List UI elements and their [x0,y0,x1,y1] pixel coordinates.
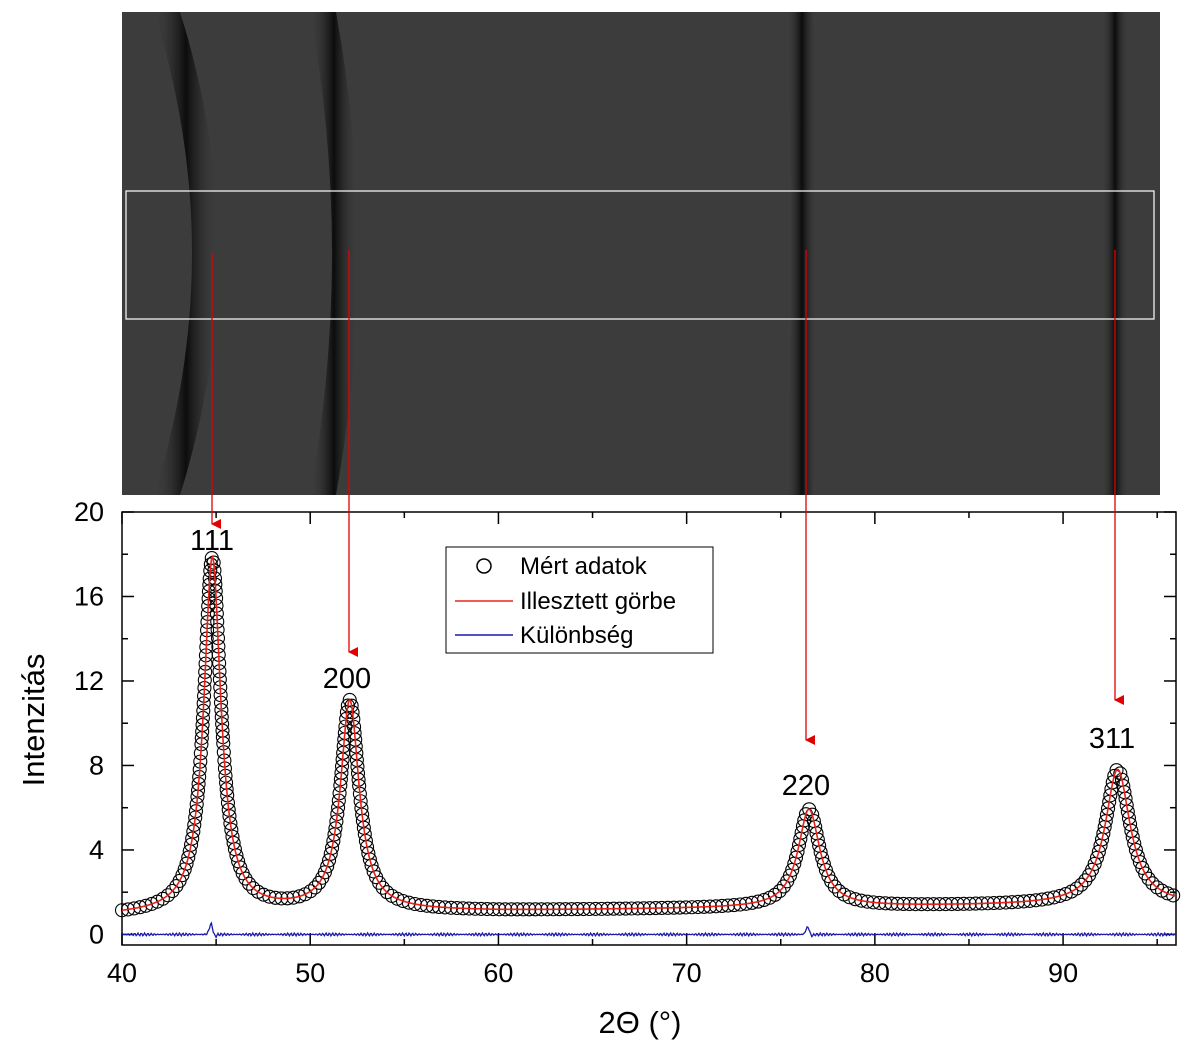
measured-point [854,893,869,908]
y-tick-label: 12 [74,666,104,696]
diffraction-ring [310,12,358,495]
legend: Mért adatok Illesztett görbe Különbség [445,546,714,654]
peak-labels: 111 200 220 311 [190,525,1135,802]
legend-diff-label: Különbség [520,622,633,649]
measured-point [1074,877,1089,892]
y-tick-label: 4 [89,835,104,865]
y-tick-label: 20 [74,497,104,527]
measured-point [1078,873,1093,888]
series-measured [114,551,1181,918]
x-axis: 40 50 60 70 80 90 [107,512,1158,988]
diffraction-ring [787,12,817,495]
peak-label: 220 [782,770,830,802]
measured-point [160,888,175,903]
measured-point [187,817,202,832]
measured-point [1132,855,1147,870]
measured-point [1166,888,1181,903]
measured-point [1127,836,1142,851]
measured-point [308,880,323,895]
measured-point [262,889,277,904]
y-tick-label: 0 [89,919,104,949]
x-tick-label: 60 [483,958,513,988]
measured-point [407,896,422,912]
measured-point [379,885,395,900]
measured-point [241,876,257,891]
measured-point [185,831,200,846]
measured-point [827,879,842,894]
measured-point [1145,876,1160,891]
measured-point [832,883,847,899]
y-tick-label: 16 [74,581,104,611]
detector-image [122,12,1160,495]
series-difference [121,921,1177,939]
measured-point [772,884,787,899]
measured-point [155,891,170,906]
measured-point [1034,892,1050,907]
legend-fit-label: Illesztett görbe [520,588,676,615]
measured-point [1125,829,1140,845]
measured-point [1069,881,1084,896]
peak-label: 200 [323,663,371,695]
measured-point [303,884,318,899]
legend-measured-label: Mért adatok [520,553,648,580]
x-axis-label: 2Θ (°) [598,1005,681,1040]
x-tick-label: 40 [107,958,137,988]
measured-point [165,883,180,899]
measured-point [324,840,340,855]
y-axis-label: Intenzitás [16,654,51,787]
integration-box [125,190,1155,320]
y-tick-label: 8 [89,750,104,780]
difference-line [121,921,1177,939]
diffraction-rings [154,12,1128,495]
detector-background [122,12,1160,495]
measured-point [328,821,343,836]
x-tick-label: 90 [1048,958,1078,988]
measured-point [114,903,130,918]
measured-point [238,871,253,886]
measured-point [344,698,359,713]
measured-point [329,814,344,829]
measured-point [184,837,199,852]
diffraction-ring [154,12,218,495]
peak-label: 111 [190,525,234,557]
y-axis: 0 4 8 12 16 20 [74,497,1176,949]
measured-point [767,887,782,902]
measured-point [186,824,201,839]
measured-point [372,875,387,890]
x-tick-label: 50 [295,958,325,988]
measured-point [818,862,833,878]
measured-point [246,881,261,896]
measured-point [824,874,839,889]
x-tick-label: 70 [672,958,702,988]
legend-measured-marker [476,558,492,574]
measured-point [1141,871,1156,886]
series-fit [121,555,1177,912]
fit-line [121,555,1177,912]
peak-arrows [211,250,1124,745]
peak-label: 311 [1089,723,1135,755]
measured-point [816,856,831,871]
measured-point [223,816,238,831]
measured-point [413,897,428,913]
plot: 40 50 60 70 80 90 0 4 8 12 16 20 111 200 220 311 Mért… [16,497,1181,1040]
measured-point [375,880,390,895]
measured-point [1160,886,1175,901]
x-tick-label: 80 [860,958,890,988]
